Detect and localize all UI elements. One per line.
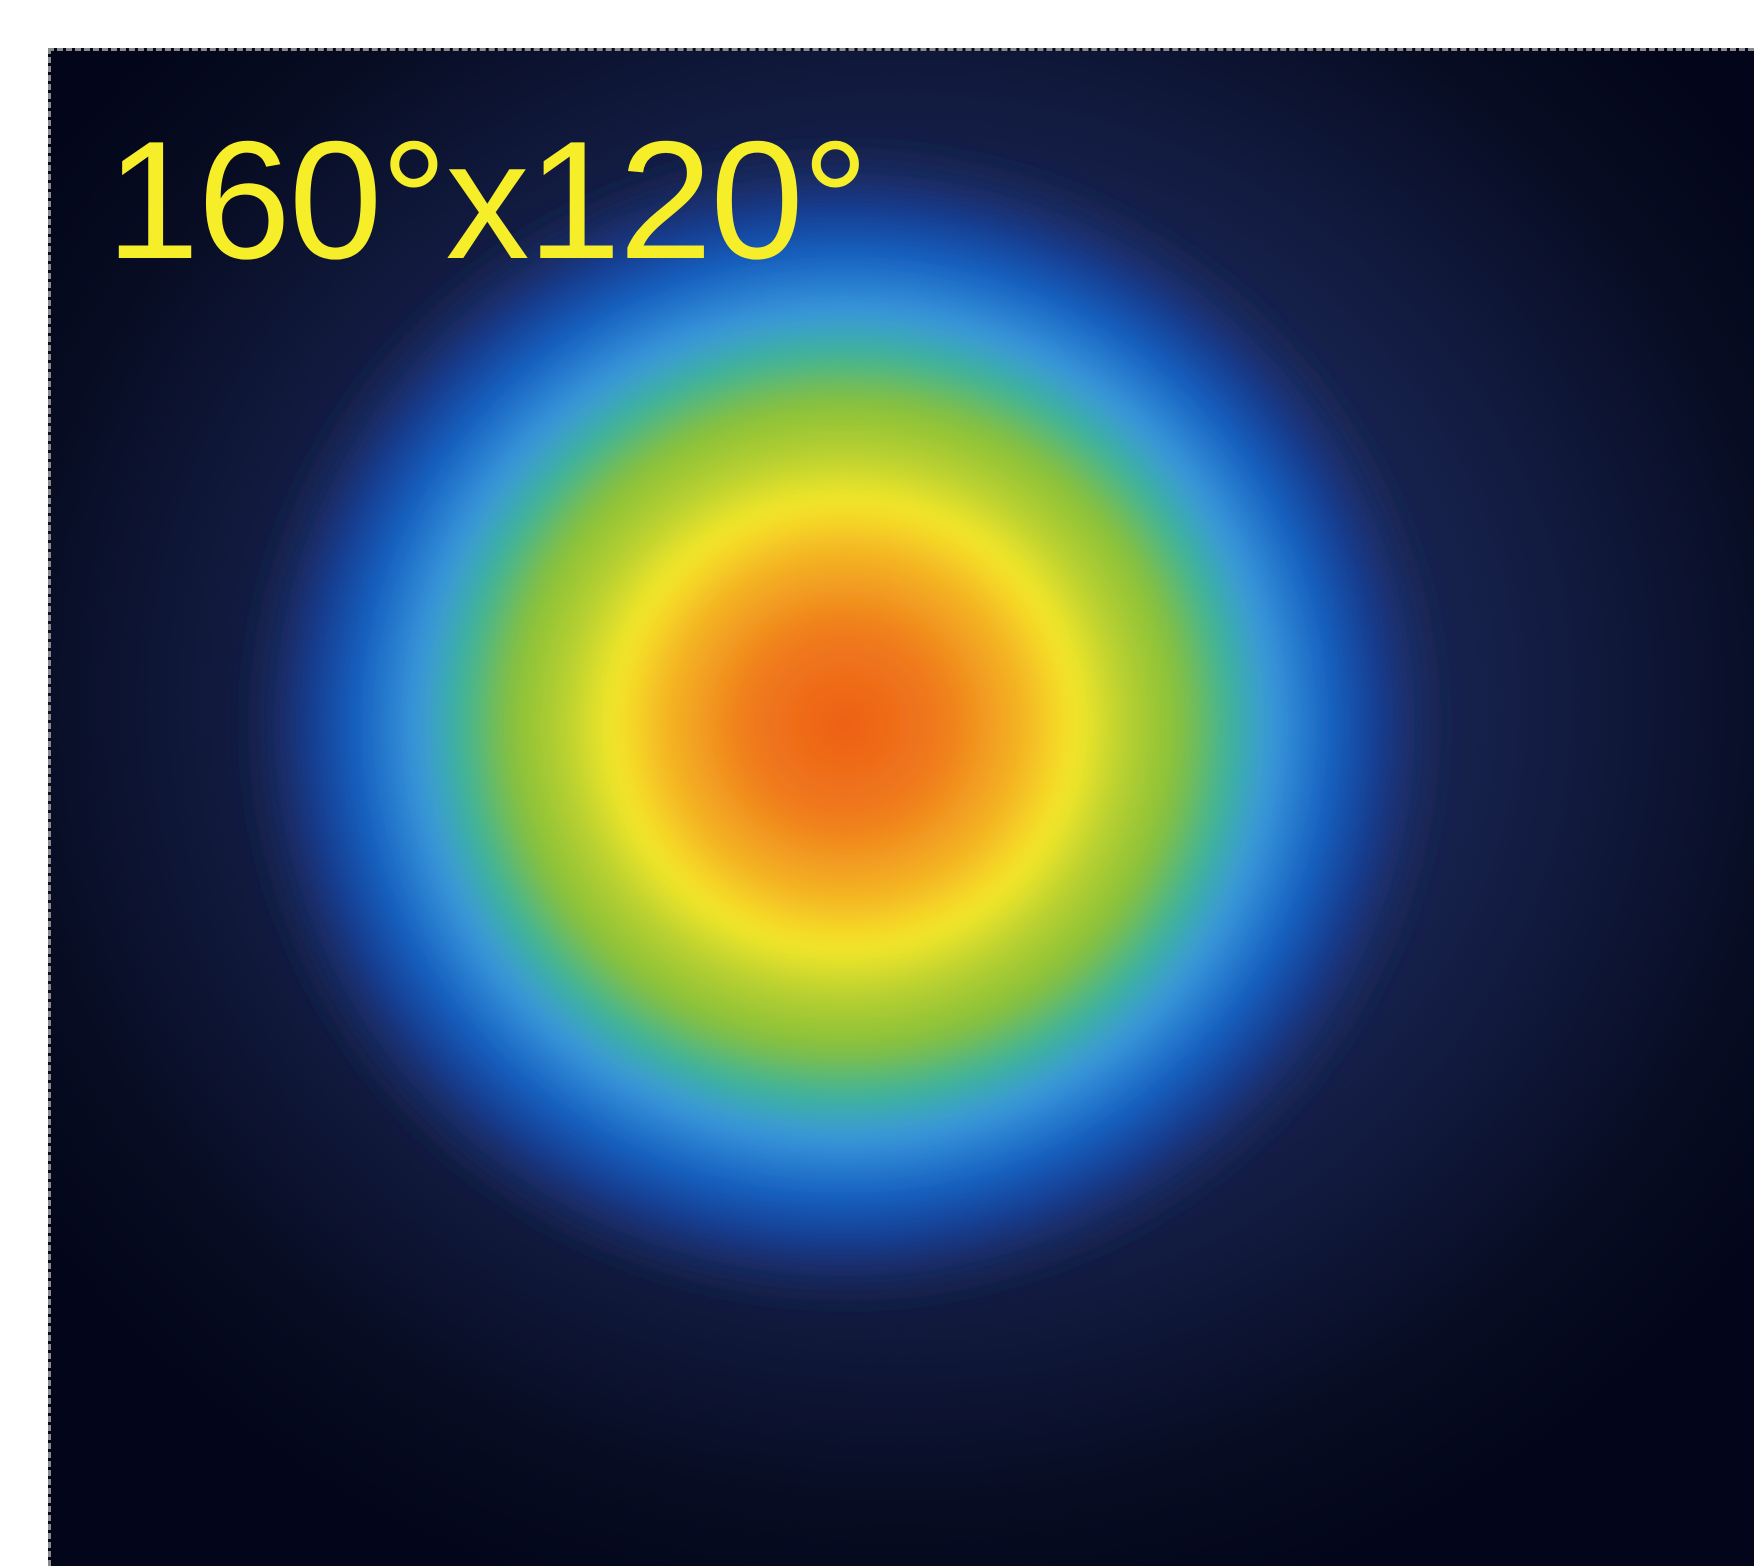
beam-profile-frame: 160°x120°	[48, 48, 1754, 1566]
field-of-view-label: 160°x120°	[106, 106, 869, 294]
beam-intensity-heatmap	[51, 51, 1754, 1566]
beam-spot	[235, 135, 1454, 1314]
